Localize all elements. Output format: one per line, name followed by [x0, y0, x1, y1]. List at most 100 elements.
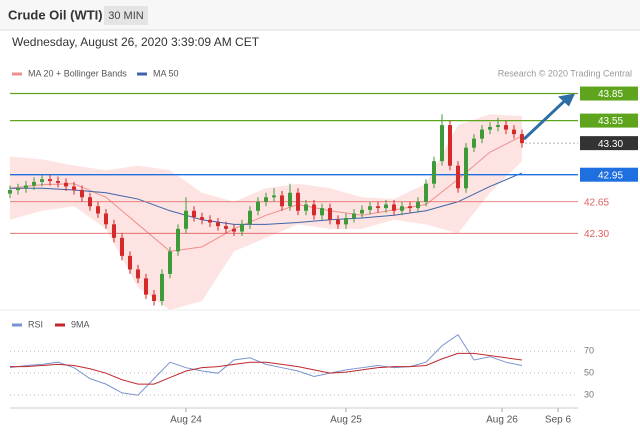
candle-body	[72, 186, 76, 191]
candle-body	[184, 210, 188, 229]
forecast-arrow	[522, 98, 568, 141]
candle-body	[456, 165, 460, 189]
candle-body	[104, 213, 108, 225]
candle-body	[448, 125, 452, 166]
candle-body	[488, 126, 492, 130]
candle-body	[312, 204, 316, 216]
candle-body	[288, 192, 292, 207]
x-tick-label: Sep 6	[545, 415, 572, 426]
x-tick-label: Aug 26	[486, 415, 518, 426]
candle-body	[320, 208, 324, 216]
legend-label: 9MA	[71, 319, 90, 329]
level-label: 43.30	[598, 139, 623, 150]
candle-body	[136, 269, 140, 279]
level-box	[580, 113, 638, 128]
candle-body	[416, 201, 420, 209]
y-tick-label: 50	[584, 368, 594, 378]
candle-body	[360, 209, 364, 214]
candle-body	[264, 197, 268, 202]
level-label: 42.65	[584, 197, 609, 208]
candle-body	[40, 179, 44, 182]
candle-body	[520, 134, 524, 144]
level-box	[580, 136, 638, 151]
interval: 30 MIN	[108, 10, 144, 22]
candle-body	[8, 190, 12, 194]
legend-label: MA 50	[153, 68, 179, 78]
candle-body	[120, 237, 124, 256]
level-label: 43.55	[598, 116, 623, 127]
x-tick-label: Aug 24	[170, 415, 202, 426]
candle-body	[344, 218, 348, 225]
candle-body	[496, 125, 500, 127]
candle-body	[48, 179, 52, 182]
candle-body	[88, 197, 92, 207]
candle-body	[392, 204, 396, 211]
candle-body	[296, 192, 300, 211]
interval-badge	[104, 6, 148, 25]
candle-body	[144, 278, 148, 295]
legend-label: RSI	[28, 319, 43, 329]
candle-body	[240, 224, 244, 232]
candle-body	[304, 204, 308, 211]
candle-body	[432, 161, 436, 184]
legend-label: MA 20 + Bollinger Bands	[28, 68, 127, 78]
candle-body	[256, 201, 260, 211]
candle-body	[400, 206, 404, 211]
candle-body	[352, 213, 356, 218]
candle-body	[32, 181, 36, 186]
level-label: 43.85	[598, 89, 623, 100]
candle-body	[24, 185, 28, 189]
candle-body	[112, 224, 116, 238]
candle-body	[176, 228, 180, 252]
line-series	[10, 352, 523, 385]
candle-body	[232, 228, 236, 232]
candle-body	[440, 125, 444, 162]
candle-body	[328, 208, 332, 220]
forecast-arrowhead	[558, 93, 575, 107]
candle-body	[504, 125, 508, 130]
candle-body	[336, 219, 340, 225]
candle-body	[160, 273, 164, 301]
level-box	[580, 167, 638, 182]
moving-average	[9, 135, 523, 252]
candle-body	[248, 210, 252, 225]
candle-body	[224, 226, 228, 229]
candle-body	[80, 190, 84, 198]
candle-body	[424, 183, 428, 202]
source: Research © 2020 Trading Central	[498, 68, 632, 78]
candle-body	[408, 206, 412, 209]
candle-body	[56, 181, 60, 183]
candle-body	[64, 182, 68, 187]
level-box	[580, 86, 638, 101]
candle-body	[272, 195, 276, 198]
candle-body	[480, 129, 484, 139]
symbol: Crude Oil (WTI)	[8, 7, 103, 22]
moving-average	[10, 172, 523, 225]
level-label: 42.95	[598, 170, 623, 181]
candle-body	[464, 147, 468, 189]
candle-body	[200, 217, 204, 220]
line-series	[9, 334, 523, 396]
candle-body	[472, 138, 476, 148]
candle-body	[192, 210, 196, 218]
candle-body	[512, 129, 516, 135]
candle-body	[280, 195, 284, 207]
candle-body	[384, 204, 388, 209]
candle-body	[368, 206, 372, 210]
y-tick-label: 70	[584, 346, 594, 356]
candle-body	[128, 255, 132, 270]
candle-body	[208, 219, 212, 223]
timestamp: Wednesday, August 26, 2020 3:39:09 AM CE…	[12, 35, 260, 49]
candle-body	[376, 206, 380, 209]
bollinger-band	[10, 114, 522, 311]
x-tick-label: Aug 25	[330, 415, 362, 426]
candle-body	[168, 251, 172, 274]
candle-body	[16, 188, 20, 191]
candle-body	[216, 222, 220, 227]
y-tick-label: 30	[584, 389, 594, 399]
level-label: 42.30	[584, 229, 609, 240]
candle-body	[96, 206, 100, 214]
candle-body	[152, 294, 156, 301]
